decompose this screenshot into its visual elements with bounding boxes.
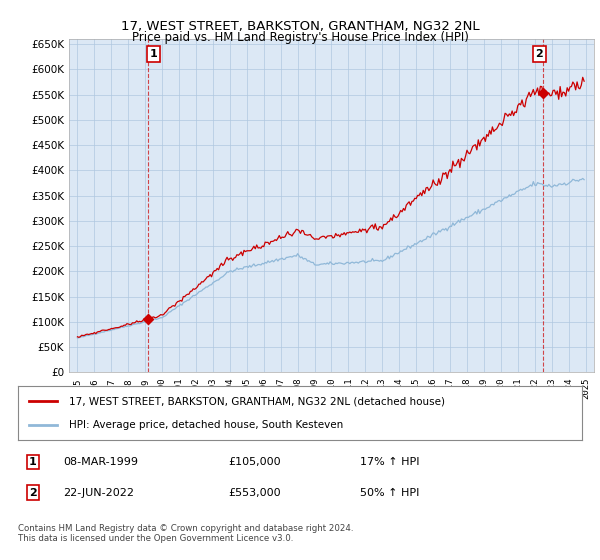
Text: 17, WEST STREET, BARKSTON, GRANTHAM, NG32 2NL: 17, WEST STREET, BARKSTON, GRANTHAM, NG3… [121,20,479,32]
Text: 50% ↑ HPI: 50% ↑ HPI [360,488,419,498]
Text: HPI: Average price, detached house, South Kesteven: HPI: Average price, detached house, Sout… [69,419,343,430]
Text: 2: 2 [29,488,37,498]
Text: £553,000: £553,000 [228,488,281,498]
Text: Contains HM Land Registry data © Crown copyright and database right 2024.
This d: Contains HM Land Registry data © Crown c… [18,524,353,543]
Text: 17% ↑ HPI: 17% ↑ HPI [360,457,419,467]
Text: 17, WEST STREET, BARKSTON, GRANTHAM, NG32 2NL (detached house): 17, WEST STREET, BARKSTON, GRANTHAM, NG3… [69,396,445,407]
Text: 1: 1 [149,49,157,59]
Text: 1: 1 [29,457,37,467]
Text: 22-JUN-2022: 22-JUN-2022 [63,488,134,498]
Text: £105,000: £105,000 [228,457,281,467]
Text: 08-MAR-1999: 08-MAR-1999 [63,457,138,467]
Text: 2: 2 [535,49,543,59]
Text: Price paid vs. HM Land Registry's House Price Index (HPI): Price paid vs. HM Land Registry's House … [131,31,469,44]
